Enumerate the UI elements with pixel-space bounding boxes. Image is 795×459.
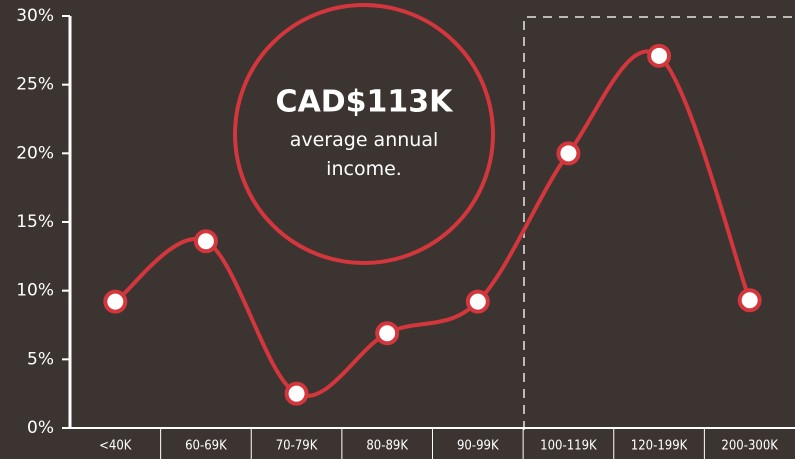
annotation-text: average annual income.: [289, 129, 439, 180]
x-tick-label: 80-89K: [366, 439, 408, 454]
x-tick-label: 120-199K: [631, 439, 688, 454]
x-tick-label: 70-79K: [276, 439, 318, 454]
point: [375, 321, 400, 346]
y-tick-label: 20%: [16, 143, 54, 163]
y-tick-label: 10%: [16, 281, 54, 301]
annotation-circle: [233, 3, 495, 265]
highlight-box: [523, 16, 795, 430]
point: [465, 289, 490, 314]
point: [103, 289, 128, 314]
x-tick-label: 90-99K: [457, 439, 499, 454]
y-tick-label: 30%: [16, 6, 54, 26]
y-tick-label: 5%: [27, 349, 54, 369]
point: [556, 141, 581, 166]
x-tick-label: 60-69K: [185, 439, 227, 454]
y-tick-label: 15%: [16, 212, 54, 232]
x-tick-label: <40K: [99, 439, 132, 454]
point: [193, 229, 218, 254]
x-tick-label: 200-300K: [721, 439, 778, 454]
point: [284, 381, 309, 406]
point: [647, 43, 672, 68]
y-tick-label: 0%: [27, 418, 54, 438]
point: [737, 288, 762, 313]
annotation-box: average annual income.: [289, 129, 439, 180]
y-tick-label: 25%: [16, 75, 54, 95]
annotation-title: CAD$113K: [276, 85, 455, 120]
x-tick-label: 100-119K: [540, 439, 597, 454]
